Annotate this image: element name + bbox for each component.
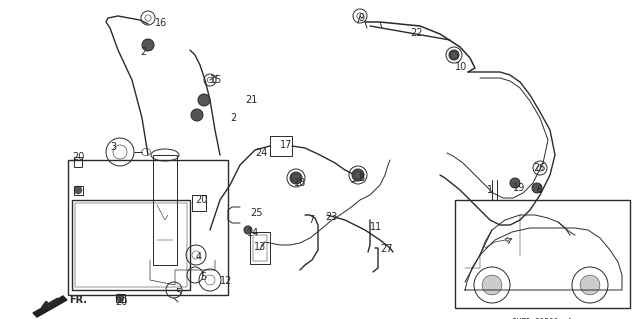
Text: 13: 13 — [254, 242, 266, 252]
Polygon shape — [33, 296, 67, 317]
Bar — [153, 155, 177, 265]
Bar — [74, 157, 82, 167]
Text: 20: 20 — [195, 195, 207, 205]
Text: 18: 18 — [294, 178, 307, 188]
Text: 11: 11 — [370, 222, 382, 232]
Circle shape — [482, 275, 502, 295]
Text: 24: 24 — [255, 148, 268, 158]
Circle shape — [244, 226, 252, 234]
Text: 25: 25 — [250, 208, 262, 218]
Text: 22: 22 — [410, 28, 422, 38]
Text: 2: 2 — [230, 113, 236, 123]
Bar — [75, 203, 187, 287]
Circle shape — [352, 169, 364, 181]
Bar — [270, 136, 292, 156]
Text: SHZ3-81500  A: SHZ3-81500 A — [513, 318, 573, 319]
Text: 5: 5 — [200, 272, 206, 282]
Text: 17: 17 — [280, 140, 292, 150]
Text: 16: 16 — [155, 18, 167, 28]
Text: 9: 9 — [358, 13, 364, 23]
Bar — [72, 200, 190, 290]
Text: 1: 1 — [487, 185, 493, 195]
Bar — [250, 232, 270, 264]
Bar — [455, 200, 630, 308]
Text: 10: 10 — [455, 62, 467, 72]
Text: 12: 12 — [220, 276, 232, 286]
Text: 15: 15 — [210, 75, 222, 85]
Text: 21: 21 — [245, 95, 257, 105]
Circle shape — [142, 39, 154, 51]
Circle shape — [74, 186, 82, 194]
Text: FR.: FR. — [69, 295, 87, 305]
Text: 3: 3 — [110, 142, 116, 152]
Text: 4: 4 — [196, 252, 202, 262]
Circle shape — [116, 294, 124, 302]
Text: 6: 6 — [536, 185, 542, 195]
Circle shape — [449, 50, 459, 60]
Text: 26: 26 — [533, 163, 545, 173]
Text: 2: 2 — [140, 47, 147, 57]
Circle shape — [580, 275, 600, 295]
Text: 27: 27 — [380, 244, 392, 254]
Circle shape — [510, 178, 520, 188]
Bar — [74, 186, 83, 195]
Bar — [68, 160, 228, 295]
Text: 19: 19 — [513, 183, 525, 193]
Bar — [115, 294, 125, 302]
Text: 23: 23 — [325, 212, 337, 222]
Text: 5: 5 — [175, 288, 181, 298]
Text: 20: 20 — [72, 152, 84, 162]
Circle shape — [290, 172, 302, 184]
Circle shape — [532, 183, 542, 193]
Text: 7: 7 — [308, 215, 314, 225]
Text: 8: 8 — [358, 173, 364, 183]
Circle shape — [191, 109, 203, 121]
Circle shape — [198, 94, 210, 106]
Text: 14: 14 — [247, 228, 259, 238]
Circle shape — [474, 267, 510, 303]
Circle shape — [572, 267, 608, 303]
Text: 20: 20 — [115, 297, 127, 307]
Bar — [192, 195, 206, 211]
Bar — [253, 235, 267, 261]
